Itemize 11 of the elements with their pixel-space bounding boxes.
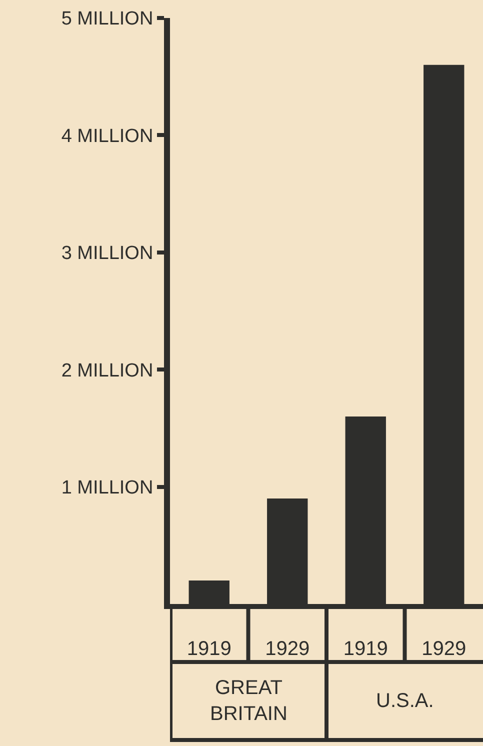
text: GREAT BRITAIN xyxy=(210,677,288,725)
x-tick-label: 1929 xyxy=(265,638,310,660)
y-tick-label: 4 MILLION xyxy=(61,126,154,147)
x-tick-label: 1919 xyxy=(343,638,388,660)
y-tick-label: 1 MILLION xyxy=(61,477,154,498)
y-tick-label: 5 MILLION xyxy=(61,8,154,30)
x-tick-label: 1929 xyxy=(422,638,466,660)
text: U.S.A. xyxy=(376,690,434,712)
y-tick-label: 2 MILLION xyxy=(61,360,154,382)
x-tick-label: 1919 xyxy=(186,638,232,660)
y-tick-label: 3 MILLION xyxy=(61,243,154,264)
